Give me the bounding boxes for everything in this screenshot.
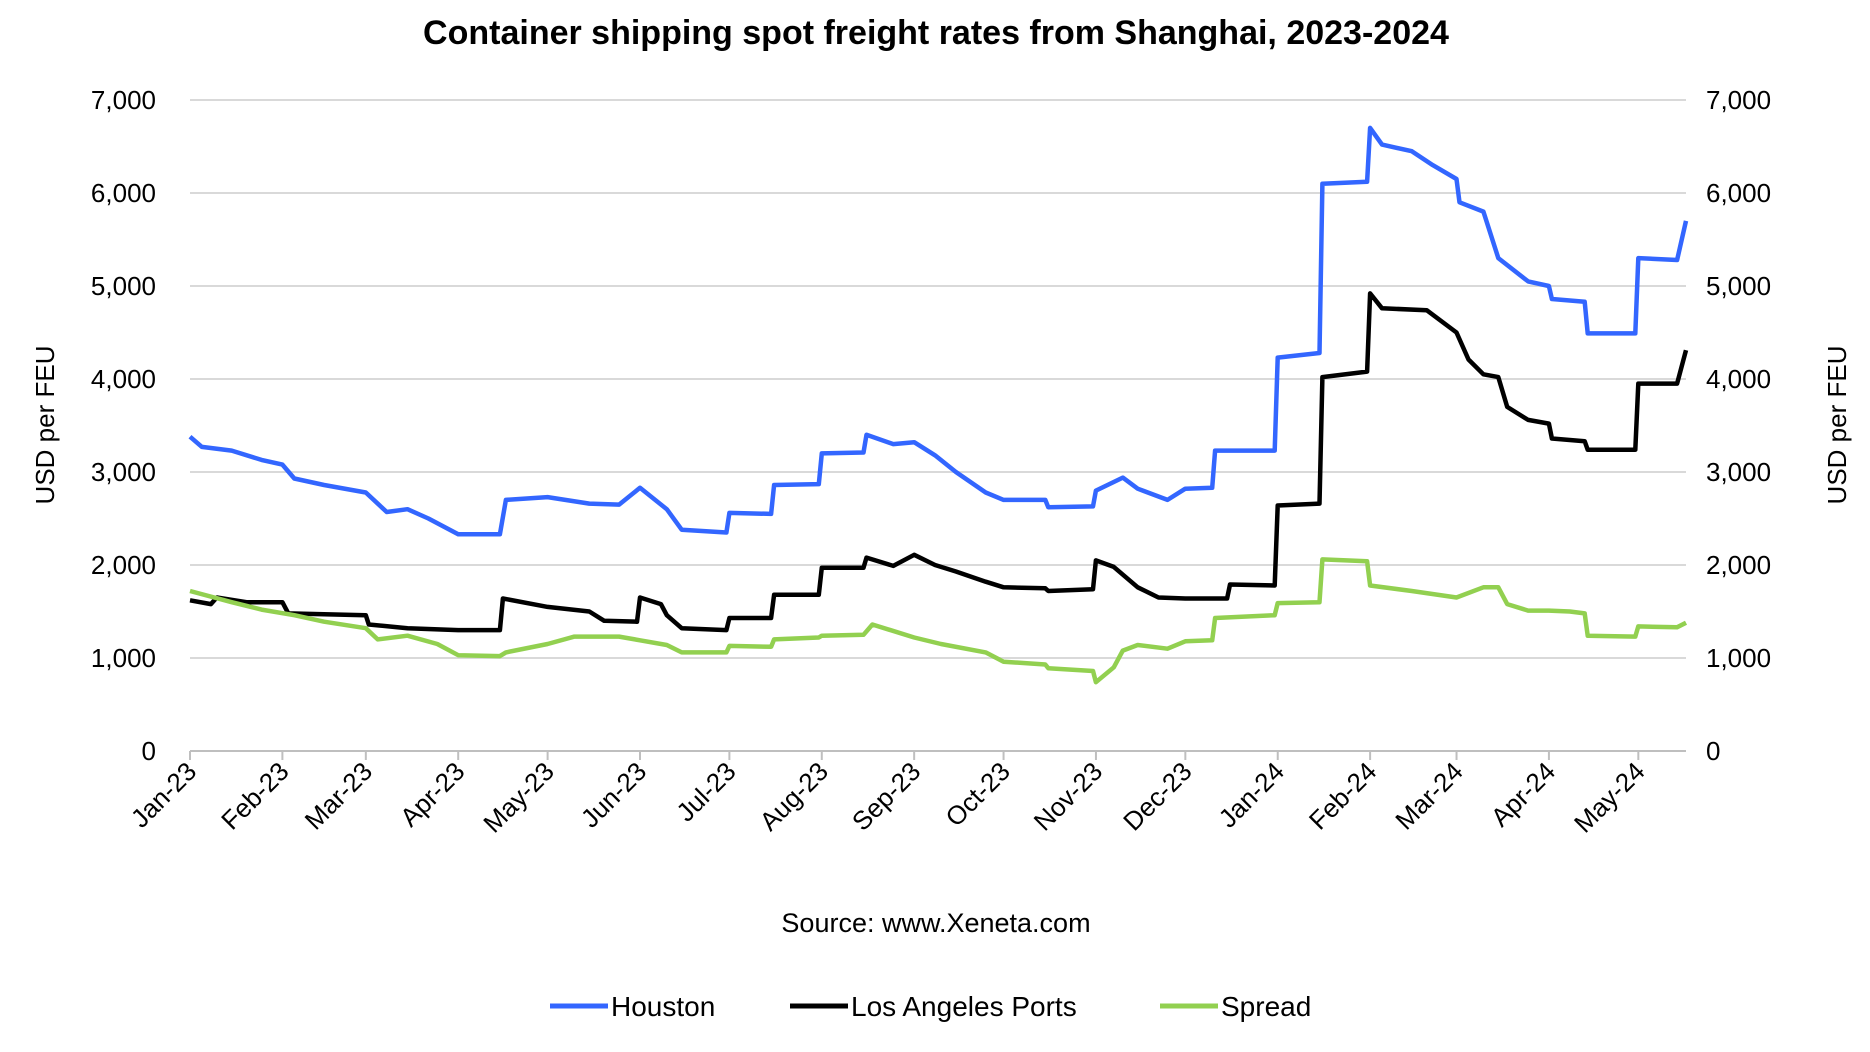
- y-tick-label: 6,000: [91, 178, 156, 208]
- x-tick-label: Oct-23: [939, 756, 1015, 832]
- y-tick-label-right: 1,000: [1706, 643, 1771, 673]
- y-tick-label-right: 7,000: [1706, 85, 1771, 115]
- legend-label: Spread: [1221, 991, 1311, 1022]
- source-note: Source: www.Xeneta.com: [781, 908, 1090, 938]
- y-tick-label-right: 5,000: [1706, 271, 1771, 301]
- x-tick-label: Mar-23: [299, 756, 378, 835]
- x-tick-label: Dec-23: [1117, 756, 1197, 836]
- x-tick-label: Feb-23: [215, 756, 294, 835]
- x-tick-label: Sep-23: [846, 756, 926, 836]
- x-tick-label: Mar-24: [1389, 756, 1468, 835]
- y-tick-label: 2,000: [91, 550, 156, 580]
- right-y-axis-label: USD per FEU: [1822, 346, 1852, 505]
- right-y-axis: 0 1,000 2,000 3,000 4,000 5,000 6,000 7,000: [1706, 85, 1771, 766]
- legend: Houston Los Angeles Ports Spread: [550, 991, 1311, 1022]
- x-tick-label: Nov-23: [1028, 756, 1108, 836]
- x-tick-label: Jul-23: [670, 756, 741, 827]
- left-y-axis: 0 1,000 2,000 3,000 4,000 5,000 6,000 7,000: [91, 85, 156, 766]
- legend-label: Houston: [611, 991, 715, 1022]
- x-tick-label: Apr-24: [1485, 756, 1561, 832]
- y-tick-label-right: 2,000: [1706, 550, 1771, 580]
- y-tick-label: 4,000: [91, 364, 156, 394]
- left-y-axis-label: USD per FEU: [30, 346, 60, 505]
- x-tick-label: Feb-24: [1303, 756, 1382, 835]
- series-line-spread: [189, 557, 1688, 685]
- x-axis: Jan-23 Feb-23 Mar-23 Apr-23 May-23 Jun-23 Jul-…: [125, 751, 1651, 839]
- x-tick-label: May-23: [477, 756, 560, 839]
- series-line-los-angeles-ports: [189, 291, 1689, 633]
- gridlines: [190, 99, 1686, 752]
- y-tick-label: 5,000: [91, 271, 156, 301]
- legend-label: Los Angeles Ports: [851, 991, 1077, 1022]
- x-tick-label: May-24: [1568, 756, 1651, 839]
- y-tick-label: 0: [142, 736, 156, 766]
- x-tick-label: Aug-23: [754, 756, 834, 836]
- y-tick-label: 7,000: [91, 85, 156, 115]
- series-line-houston: [188, 125, 1689, 537]
- chart-title: Container shipping spot freight rates fr…: [423, 14, 1449, 52]
- x-tick-label: Jan-23: [125, 756, 202, 833]
- y-tick-label-right: 3,000: [1706, 457, 1771, 487]
- x-tick-label: Apr-23: [394, 756, 470, 832]
- x-tick-label: Jan-24: [1213, 756, 1290, 833]
- y-tick-label-right: 0: [1706, 736, 1720, 766]
- series-lines: [188, 125, 1689, 685]
- y-tick-label-right: 6,000: [1706, 178, 1771, 208]
- x-tick-label: Jun-23: [575, 756, 652, 833]
- y-tick-label-right: 4,000: [1706, 364, 1771, 394]
- y-tick-label: 1,000: [91, 643, 156, 673]
- y-tick-label: 3,000: [91, 457, 156, 487]
